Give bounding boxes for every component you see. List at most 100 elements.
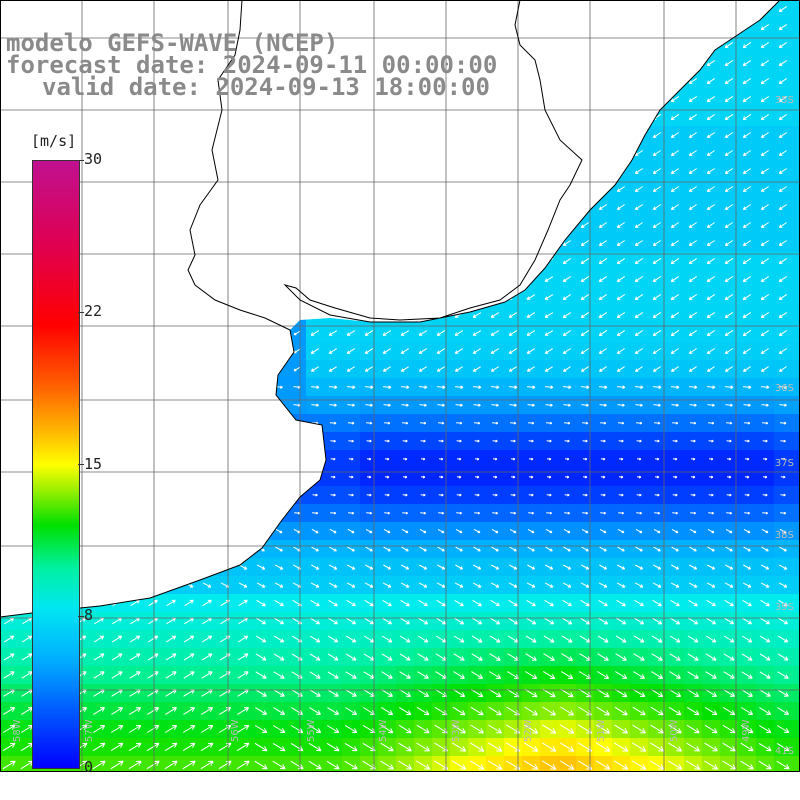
wind-arrow [93, 635, 105, 643]
wind-arrow [632, 706, 646, 716]
wind-cell [198, 432, 217, 451]
wind-arrow [95, 186, 103, 192]
wind-arrow [95, 330, 103, 336]
wind-cell [144, 540, 163, 559]
wind-arrow [167, 403, 175, 407]
wind-arrow [237, 635, 249, 643]
wind-arrow [5, 330, 13, 336]
wind-cell [792, 522, 800, 541]
wind-arrow [724, 41, 734, 49]
wind-cell [90, 324, 109, 343]
wind-arrow [688, 599, 698, 607]
wind-cell [162, 468, 181, 487]
wind-arrow [598, 186, 607, 192]
wind-arrow [114, 457, 120, 461]
wind-cell [0, 270, 19, 289]
wind-arrow [5, 258, 13, 264]
wind-arrow [23, 294, 31, 300]
wind-arrow [24, 439, 30, 443]
wind-cell [90, 0, 109, 19]
wind-arrow [168, 457, 174, 461]
wind-arrow [505, 742, 521, 752]
wind-arrow [239, 312, 247, 318]
wind-arrow [544, 42, 554, 48]
wind-arrow [778, 95, 788, 103]
wind-arrow [760, 186, 769, 192]
wind-cell [234, 468, 253, 487]
wind-arrow [706, 240, 715, 246]
wind-cell [540, 126, 559, 145]
wind-cell [522, 162, 541, 181]
wind-cell [540, 180, 559, 199]
wind-cell [198, 108, 217, 127]
wind-cell [288, 450, 307, 469]
wind-cell [504, 234, 523, 253]
wind-cell [792, 396, 800, 415]
wind-arrow [23, 312, 31, 318]
wind-cell [180, 324, 199, 343]
wind-arrow [131, 366, 139, 372]
wind-arrow [128, 742, 142, 752]
wind-cell [342, 126, 361, 145]
wind-arrow [419, 403, 427, 407]
wind-arrow [275, 294, 283, 300]
wind-cell [126, 522, 145, 541]
wind-arrow [671, 564, 680, 570]
wind-arrow [436, 276, 446, 282]
wind-arrow [490, 599, 500, 607]
wind-cell [378, 234, 397, 253]
wind-cell [270, 252, 289, 271]
wind-arrow [131, 330, 139, 336]
lon-label: 57W [84, 719, 95, 742]
wind-arrow [275, 204, 283, 210]
wind-cell [0, 108, 19, 127]
wind-arrow [380, 706, 394, 716]
wind-arrow [724, 385, 734, 389]
wind-arrow [598, 582, 608, 588]
wind-arrow [598, 132, 607, 138]
wind-arrow [685, 760, 701, 770]
wind-arrow [778, 222, 787, 228]
wind-arrow [654, 475, 660, 479]
wind-arrow [257, 330, 265, 336]
wind-arrow [546, 475, 552, 479]
wind-cell [450, 180, 469, 199]
wind-arrow [239, 222, 247, 228]
wind-arrow [599, 546, 607, 552]
wind-arrow [614, 724, 629, 734]
wind-arrow [598, 95, 608, 103]
wind-arrow [544, 294, 554, 300]
wind-arrow [4, 564, 14, 570]
wind-arrow [636, 421, 643, 425]
wind-cell [144, 306, 163, 325]
wind-arrow [346, 599, 356, 607]
wind-arrow [454, 6, 464, 12]
wind-arrow [454, 366, 463, 372]
wind-arrow [778, 113, 788, 121]
wind-arrow [384, 457, 390, 461]
wind-cell [378, 162, 397, 181]
wind-arrow [526, 60, 536, 66]
wind-cell [90, 558, 109, 577]
wind-cell [504, 144, 523, 163]
wind-cell [270, 288, 289, 307]
wind-arrow [653, 546, 661, 552]
wind-arrow [544, 60, 554, 66]
wind-arrow [221, 366, 229, 372]
wind-cell [576, 36, 595, 55]
wind-arrow [95, 276, 103, 282]
wind-cell [252, 324, 271, 343]
wind-arrow [559, 742, 575, 752]
wind-arrow [236, 760, 250, 770]
wind-cell [108, 558, 127, 577]
wind-arrow [670, 385, 680, 389]
wind-arrow [706, 599, 716, 607]
wind-arrow [471, 653, 483, 661]
wind-arrow [472, 348, 482, 354]
wind-arrow [420, 493, 426, 497]
wind-cell [342, 234, 361, 253]
wind-cell [162, 126, 181, 145]
wind-cell [792, 0, 800, 19]
wind-cell [18, 0, 37, 19]
wind-arrow [436, 366, 445, 372]
